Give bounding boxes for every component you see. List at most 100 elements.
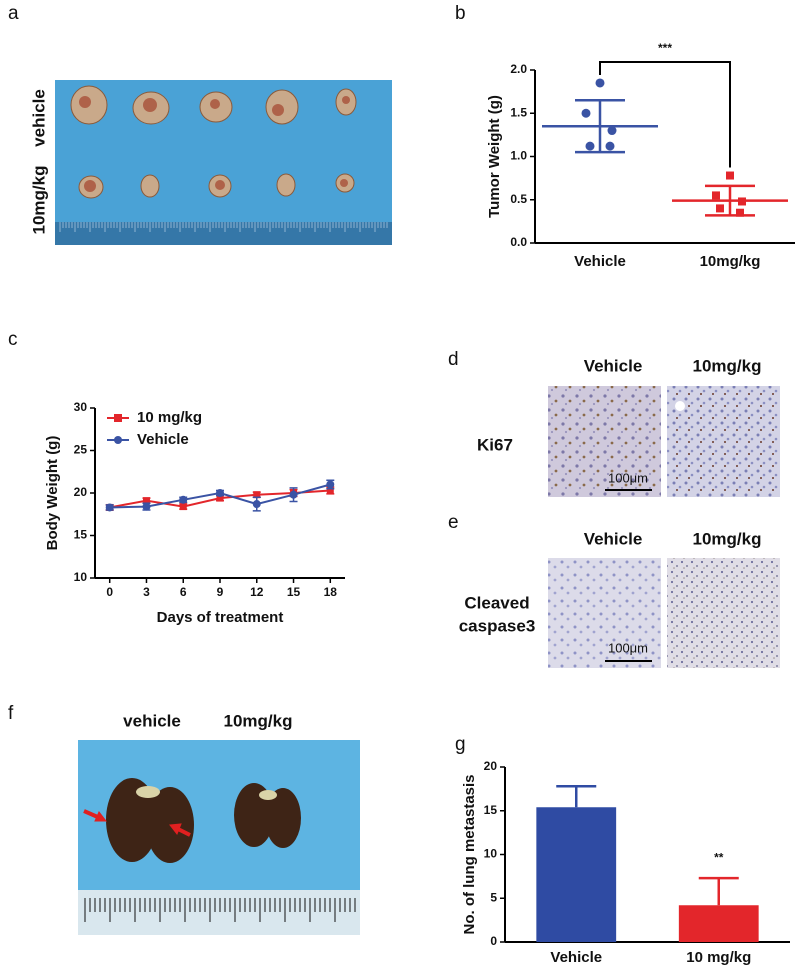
data-point [142,502,151,511]
spot [79,96,91,108]
significance-bracket [599,61,731,168]
column-label: vehicle [123,711,181,730]
x-tick-label: 12 [250,585,264,599]
y-tick-label: 20 [484,759,498,773]
data-point [605,141,615,151]
histology-image [548,386,661,497]
row-label: caspase3 [459,616,536,635]
data-point [179,495,188,504]
data-point [595,78,605,88]
data-point [736,208,744,217]
data-point [142,497,150,505]
x-tick-label: 10 mg/kg [686,949,751,966]
y-axis-label: Body Weight (g) [44,436,61,551]
legend-marker [114,414,122,422]
data-point [252,500,261,509]
significance-label: *** [658,41,672,55]
lungs [106,778,301,863]
spot [215,180,225,190]
y-axis-label: Tumor Weight (g) [486,95,503,218]
ruler [78,890,360,935]
y-tick-label: 15 [74,528,88,542]
data-point [216,494,224,502]
ruler-ticks [84,898,356,922]
panel-label: a [8,3,19,24]
y-tick-label: 30 [74,400,88,414]
y-tick-label: 10 [484,847,498,861]
y-tick-label: 1.5 [510,105,527,119]
y-tick-label: 0.0 [510,235,527,249]
data-point [289,490,298,499]
column-label: 10mg/kg [224,711,293,730]
lung-lobe [265,788,301,848]
column-label: Vehicle [584,356,643,375]
spot [342,96,350,104]
x-tick-label: 6 [180,585,187,599]
legend-label: Vehicle [137,431,189,448]
histology-void [675,401,685,411]
data-point [105,503,114,512]
panel-label: d [448,349,459,370]
y-tick-label: 0 [490,934,497,948]
x-tick-label: 3 [143,585,150,599]
legend-label: 10 mg/kg [137,409,202,426]
spot [210,99,220,109]
data-point [716,204,724,213]
row-label: vehicle [29,89,48,147]
ruler [55,222,392,245]
bar [678,905,759,942]
x-tick-label: 18 [324,585,338,599]
y-axis-label: No. of lung metastasis [461,774,478,934]
row-label: Cleaved [464,593,529,612]
y-tick-label: 1.0 [510,149,527,163]
x-tick-label: 9 [217,585,224,599]
spot [143,98,157,112]
row-label: Ki67 [477,435,513,454]
tumor [276,173,296,197]
tumor-spots [79,96,350,192]
panel-label: f [8,703,14,724]
arrowhead [94,811,108,822]
data-point [581,108,591,118]
column-label: 10mg/kg [693,529,762,548]
trachea [136,786,277,800]
histology-image [667,386,780,497]
y-tick-label: 0.5 [510,192,527,206]
arrowhead [169,823,182,835]
data-point [712,191,720,200]
lung-photo [78,740,360,935]
panel-label: c [8,329,18,350]
x-axis-label: Days of treatment [157,609,284,626]
data-point [253,491,261,499]
data-point [179,503,187,511]
ruler-ticks [59,222,388,232]
data-point [726,171,734,180]
y-tick-label: 2.0 [510,62,527,76]
panel-label: b [455,3,466,24]
y-tick-label: 25 [74,443,88,457]
panel-label: g [455,734,466,755]
spot [272,104,284,116]
x-tick-label: 15 [287,585,301,599]
row-label: 10mg/kg [29,166,48,235]
arrows [83,809,191,837]
column-label: 10mg/kg [693,356,762,375]
histology-image [667,558,780,668]
column-label: Vehicle [584,529,643,548]
x-tick-label: 10mg/kg [700,253,761,270]
data-point [326,480,335,489]
y-tick-label: 10 [74,570,88,584]
y-tick-label: 15 [484,803,498,817]
data-point [607,126,617,136]
x-tick-label: Vehicle [574,253,626,270]
x-tick-label: 0 [106,585,113,599]
legend-marker [114,436,122,444]
data-point [585,141,595,151]
tumor [140,174,160,198]
data-point [216,489,224,497]
y-tick-label: 5 [490,890,497,904]
tumor-photo [55,80,392,245]
spot [340,179,348,187]
significance-label: ** [714,850,724,864]
